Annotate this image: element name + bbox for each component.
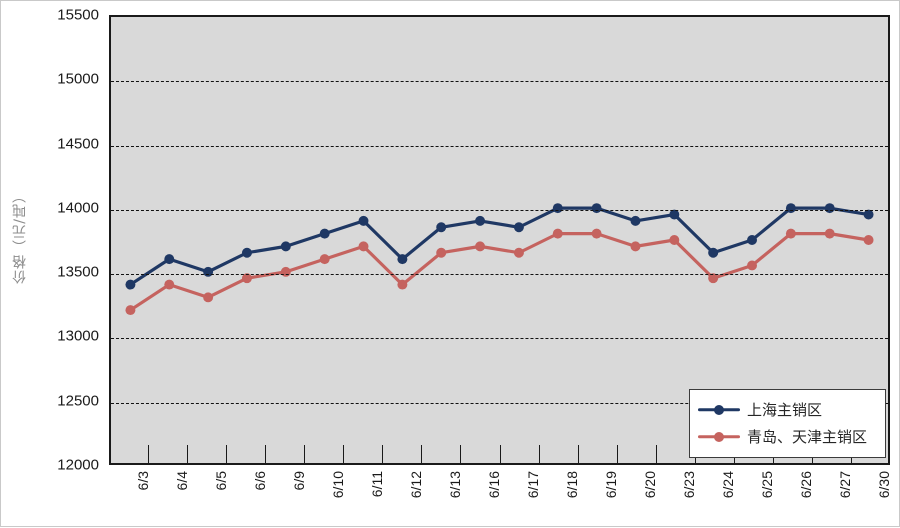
data-point[interactable] xyxy=(203,292,214,303)
x-axis-tick-label: 6/9 xyxy=(290,471,307,491)
x-axis-tick-label: 6/6 xyxy=(251,471,268,491)
data-point[interactable] xyxy=(591,228,602,239)
x-axis-tick-label: 6/25 xyxy=(759,471,776,499)
y-axis-title-text: 价格（元/吨） xyxy=(12,188,28,284)
y-axis-tick-label: 13000 xyxy=(57,327,99,345)
data-point[interactable] xyxy=(164,254,175,265)
x-axis-tick-labels: 6/3 6/4 6/5 6/6 6/9 6/10 6/11 6/12 6/13 6/16 6/17 6… xyxy=(109,469,893,527)
data-point[interactable] xyxy=(824,203,835,214)
data-point[interactable] xyxy=(319,228,330,239)
y-axis-tick-label: 14000 xyxy=(57,199,99,217)
gridline xyxy=(111,274,888,276)
x-axis-tick-label: 6/13 xyxy=(446,471,463,499)
gridline xyxy=(111,402,888,404)
x-axis-tick-label: 6/24 xyxy=(720,471,737,499)
legend-swatch-icon xyxy=(698,430,740,444)
data-point[interactable] xyxy=(125,305,136,316)
data-point[interactable] xyxy=(552,203,563,214)
data-point[interactable] xyxy=(669,235,680,245)
series-1 xyxy=(125,203,874,290)
y-axis-title: 价格（元/吨） xyxy=(7,1,33,471)
data-point[interactable] xyxy=(630,215,641,226)
y-axis-tick-label: 15000 xyxy=(57,70,99,88)
data-point[interactable] xyxy=(785,203,796,214)
gridline xyxy=(111,338,888,340)
y-axis-tick-label: 13500 xyxy=(57,263,99,281)
data-point[interactable] xyxy=(475,215,486,226)
x-axis-tick-label: 6/30 xyxy=(876,471,893,499)
data-point[interactable] xyxy=(241,247,252,258)
chart-legend: 上海主销区青岛、天津主销区 xyxy=(689,389,886,458)
data-point[interactable] xyxy=(863,209,874,220)
data-point[interactable] xyxy=(397,254,408,265)
data-point[interactable] xyxy=(708,273,719,284)
data-point[interactable] xyxy=(436,222,447,233)
y-axis-tick-label: 12500 xyxy=(57,392,99,410)
x-axis-tick-label: 6/23 xyxy=(681,471,698,499)
x-axis-tick-label: 6/19 xyxy=(603,471,620,499)
data-point[interactable] xyxy=(164,279,175,290)
data-point[interactable] xyxy=(785,228,796,239)
data-point[interactable] xyxy=(397,279,408,290)
x-axis-tick-label: 6/10 xyxy=(329,471,346,499)
data-point[interactable] xyxy=(863,235,874,245)
data-point[interactable] xyxy=(824,228,835,239)
data-point[interactable] xyxy=(125,279,136,290)
data-point[interactable] xyxy=(280,241,291,252)
legend-label: 上海主销区 xyxy=(747,401,823,419)
data-point[interactable] xyxy=(513,247,524,258)
legend-item-1[interactable]: 上海主销区 xyxy=(698,396,877,423)
data-point[interactable] xyxy=(708,247,719,258)
x-axis-tick-label: 6/4 xyxy=(173,471,190,491)
x-axis-tick-label: 6/5 xyxy=(212,471,229,491)
x-axis-tick-label: 6/20 xyxy=(642,471,659,499)
y-axis-tick-label: 14500 xyxy=(57,135,99,153)
data-point[interactable] xyxy=(747,235,757,245)
y-axis-tick-label: 12000 xyxy=(57,456,99,474)
data-point[interactable] xyxy=(436,247,447,258)
data-point[interactable] xyxy=(747,260,757,271)
series-2 xyxy=(125,228,874,316)
series-layer xyxy=(125,203,874,316)
legend-swatch-icon xyxy=(698,403,740,417)
data-point[interactable] xyxy=(630,241,641,252)
data-point[interactable] xyxy=(280,266,291,277)
data-point[interactable] xyxy=(241,273,252,284)
plot-area xyxy=(109,15,890,465)
x-axis-tick-label: 6/17 xyxy=(525,471,542,499)
data-point[interactable] xyxy=(591,203,602,214)
x-axis-tick-label: 6/3 xyxy=(134,471,151,491)
y-axis-tick-labels: 15500 15000 14500 14000 13500 13000 12500 12000 xyxy=(33,1,103,528)
x-axis-tick-label: 6/16 xyxy=(485,471,502,499)
legend-item-2[interactable]: 青岛、天津主销区 xyxy=(698,423,877,450)
data-point[interactable] xyxy=(552,228,563,239)
gridline xyxy=(111,209,888,211)
series-line xyxy=(128,206,871,287)
data-point[interactable] xyxy=(475,241,486,252)
x-axis-tick-label: 6/18 xyxy=(564,471,581,499)
x-axis-tick-label: 6/27 xyxy=(837,471,854,499)
x-axis-tick-label: 6/11 xyxy=(368,471,385,498)
data-point[interactable] xyxy=(513,222,524,233)
series-line xyxy=(128,232,871,312)
data-point[interactable] xyxy=(358,241,369,252)
data-point[interactable] xyxy=(358,215,369,226)
x-axis-tick-label: 6/12 xyxy=(407,471,424,499)
legend-label: 青岛、天津主销区 xyxy=(747,428,868,446)
gridline xyxy=(111,81,888,83)
gridline xyxy=(111,145,888,147)
data-point[interactable] xyxy=(319,254,330,265)
y-axis-tick-label: 15500 xyxy=(57,6,99,24)
plot-inner xyxy=(111,17,888,463)
data-point[interactable] xyxy=(669,209,680,220)
data-point[interactable] xyxy=(203,266,214,277)
x-axis-tick-label: 6/26 xyxy=(798,471,815,499)
